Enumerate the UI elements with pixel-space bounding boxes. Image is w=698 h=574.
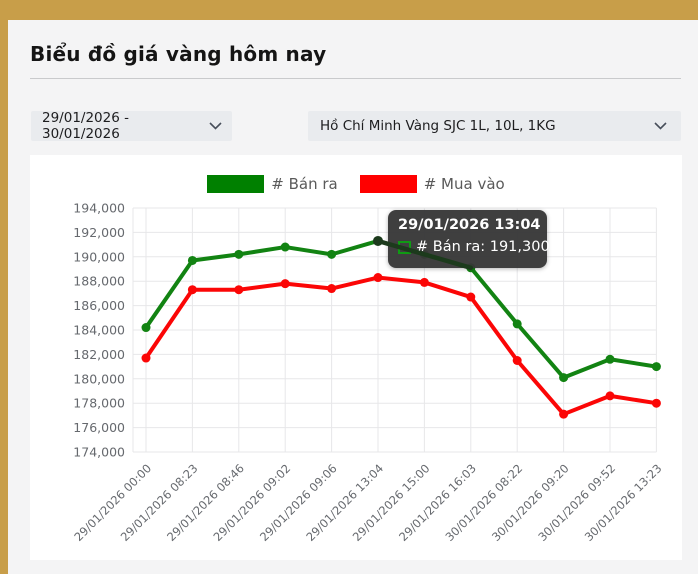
svg-text:182,000: 182,000 — [73, 347, 125, 362]
svg-text:178,000: 178,000 — [73, 396, 125, 411]
tooltip-value: # Bán ra: 191,300 — [416, 239, 550, 255]
legend-swatch-mua-vao — [359, 175, 417, 193]
legend-swatch-ban-ra — [207, 175, 265, 193]
svg-text:176,000: 176,000 — [73, 420, 125, 435]
svg-text:29/01/2026 08:23: 29/01/2026 08:23 — [118, 461, 201, 544]
svg-text:192,000: 192,000 — [73, 225, 125, 240]
svg-text:29/01/2026 08:46: 29/01/2026 08:46 — [164, 461, 247, 544]
svg-text:29/01/2026 16:03: 29/01/2026 16:03 — [396, 461, 479, 544]
legend-label: # Bán ra — [271, 175, 338, 193]
svg-text:29/01/2026 13:04: 29/01/2026 13:04 — [303, 461, 386, 544]
svg-text:188,000: 188,000 — [73, 274, 125, 289]
legend-item-ban-ra[interactable]: # Bán ra — [207, 175, 338, 193]
svg-text:194,000: 194,000 — [73, 201, 125, 216]
page-title: Biểu đồ giá vàng hôm nay — [30, 42, 327, 66]
date-range-select[interactable]: 29/01/2026 - 30/01/2026 — [31, 110, 232, 142]
gold-left-bar — [0, 20, 8, 574]
svg-text:29/01/2026 15:00: 29/01/2026 15:00 — [350, 461, 433, 544]
svg-text:190,000: 190,000 — [73, 249, 125, 264]
gold-top-bar — [0, 0, 698, 20]
price-line-chart[interactable]: 194,000 192,000 190,000 188,000 186,000 184,0… — [30, 155, 682, 560]
chevron-down-icon — [654, 122, 667, 130]
tooltip-series-swatch-icon — [398, 240, 411, 254]
market-select[interactable]: Hồ Chí Minh Vàng SJC 1L, 10L, 1KG — [308, 111, 681, 141]
svg-text:184,000: 184,000 — [73, 323, 125, 338]
svg-text:29/01/2026 09:02: 29/01/2026 09:02 — [211, 461, 294, 544]
chart-legend: # Bán ra # Mua vào — [30, 175, 682, 193]
title-divider — [30, 78, 681, 79]
svg-text:29/01/2026 09:06: 29/01/2026 09:06 — [257, 461, 340, 544]
legend-item-mua-vao[interactable]: # Mua vào — [359, 175, 505, 193]
svg-text:30/01/2026 08:22: 30/01/2026 08:22 — [443, 461, 526, 544]
market-value: Hồ Chí Minh Vàng SJC 1L, 10L, 1KG — [320, 118, 556, 134]
legend-label: # Mua vào — [423, 175, 505, 193]
tooltip-title: 29/01/2026 13:04 — [398, 217, 541, 233]
date-range-value: 29/01/2026 - 30/01/2026 — [42, 110, 129, 142]
chevron-down-icon — [209, 122, 222, 130]
svg-text:29/01/2026 00:00: 29/01/2026 00:00 — [71, 461, 154, 544]
chart-card: # Bán ra # Mua vào 194,000 192,000 190,000… — [30, 155, 682, 560]
svg-text:186,000: 186,000 — [73, 298, 125, 313]
svg-text:30/01/2026 09:20: 30/01/2026 09:20 — [489, 461, 572, 544]
svg-text:30/01/2026 13:23: 30/01/2026 13:23 — [582, 461, 665, 544]
svg-text:180,000: 180,000 — [73, 371, 125, 386]
svg-text:174,000: 174,000 — [73, 445, 125, 460]
svg-text:30/01/2026 09:52: 30/01/2026 09:52 — [535, 461, 618, 544]
chart-tooltip: 29/01/2026 13:04 # Bán ra: 191,300 — [388, 210, 550, 268]
